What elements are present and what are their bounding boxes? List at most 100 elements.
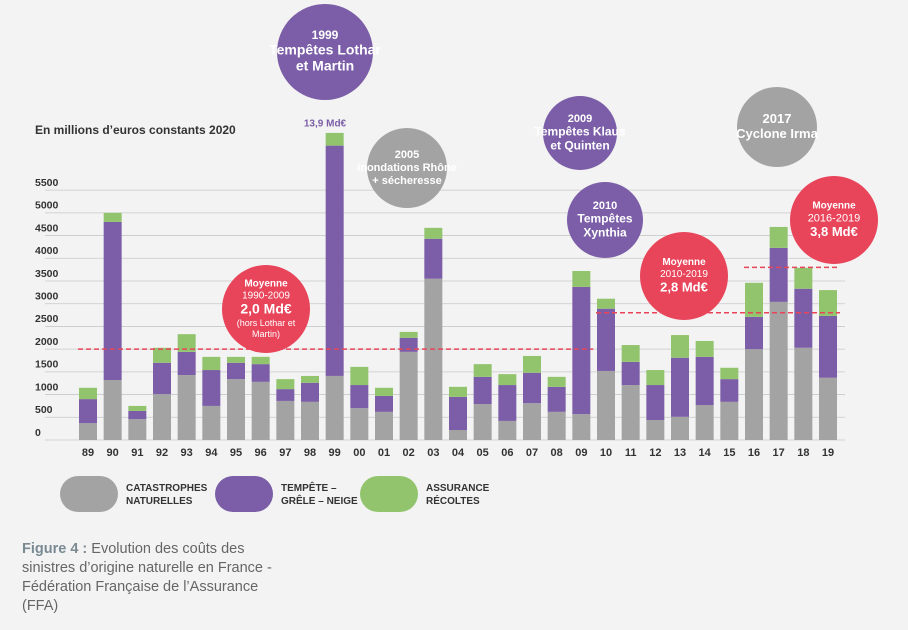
y-tick-label: 500 [35, 404, 53, 416]
bar-segment [695, 405, 714, 440]
x-tick-label: 99 [329, 447, 341, 459]
bar-segment [498, 385, 517, 421]
bar-segment [128, 405, 147, 411]
bar-segment [819, 290, 837, 316]
bar-segment [153, 394, 171, 440]
x-tick-label: 18 [797, 447, 809, 459]
y-tick-label: 3000 [35, 290, 59, 302]
bar-segment [79, 399, 97, 424]
annotation-text: + sécheresse [372, 175, 441, 187]
bar-segment [572, 271, 591, 287]
annotation-text: 2017 [763, 111, 792, 126]
bar-segment [769, 301, 788, 440]
x-tick-label: 97 [279, 447, 291, 459]
legend-label: ASSURANCE RÉCOLTES [426, 483, 490, 507]
bar-segment [227, 356, 245, 363]
bar-segment [695, 356, 714, 406]
annotation-text: Moyenne [812, 201, 856, 212]
bar-segment [621, 385, 640, 440]
bar-segment [819, 377, 837, 440]
bar-segment [621, 361, 640, 386]
x-tick-label: 94 [205, 447, 218, 459]
x-tick-label: 14 [699, 447, 712, 459]
bar-segment [646, 385, 665, 421]
bar-segment [177, 334, 196, 352]
x-tick-label: 05 [477, 447, 489, 459]
x-tick-label: 92 [156, 447, 168, 459]
bar-segment [301, 401, 319, 440]
annotation-text: 2016-2019 [808, 212, 861, 224]
x-tick-label: 08 [551, 447, 563, 459]
legend-label: CATASTROPHES NATURELLES [126, 483, 208, 507]
bar-segment [251, 364, 270, 382]
bar-segment [399, 337, 418, 352]
legend-swatch [215, 476, 273, 512]
x-tick-label: 91 [131, 447, 143, 459]
bar-segment [103, 221, 122, 381]
y-tick-label: 2500 [35, 313, 59, 325]
bar-segment [671, 357, 689, 417]
annotation-text: Inondations Rhône [357, 162, 457, 174]
bar-segment [597, 370, 615, 440]
annotation-text: 1990-2009 [242, 291, 290, 302]
bar-segment [695, 340, 714, 357]
annotation-bubble [640, 232, 728, 320]
annotation-bubble [277, 4, 373, 100]
bar-segment [621, 345, 640, 362]
annotation-text: 2005 [395, 149, 419, 161]
x-tick-label: 17 [773, 447, 785, 459]
bar-segment [301, 375, 319, 383]
caption: Figure 4 : Evolution des coûts des sinis… [22, 540, 272, 616]
annotation-text: 2010-2019 [660, 269, 708, 280]
bar-segment [375, 395, 393, 412]
bar-segment [177, 375, 196, 440]
x-tick-label: 19 [822, 447, 834, 459]
annotation-text: 2010 [593, 200, 617, 212]
annotation-note: 13,9 Md€ [304, 119, 347, 130]
x-tick-label: 09 [575, 447, 587, 459]
x-tick-label: 13 [674, 447, 686, 459]
bar-segment [79, 387, 97, 400]
bar-segment [547, 376, 566, 387]
chart: En millions d’euros constants 2020 05001… [35, 4, 878, 459]
bar-segment [769, 247, 788, 302]
annotation-bubble [567, 182, 643, 258]
bar-segment [202, 370, 221, 406]
x-tick-label: 89 [82, 447, 94, 459]
bar-segment [424, 278, 443, 440]
bar-segment [325, 132, 344, 146]
x-tick-label: 06 [501, 447, 513, 459]
x-tick-label: 04 [452, 447, 465, 459]
annotation-text: 2,8 Md€ [660, 279, 708, 294]
bar-segment [671, 416, 689, 440]
annotation-text: Cyclone Irma [736, 126, 818, 141]
x-tick-label: 07 [526, 447, 538, 459]
x-tick-label: 15 [723, 447, 735, 459]
bar-segment [350, 366, 369, 386]
bar-segment [202, 405, 221, 440]
axis-title: En millions d’euros constants 2020 [35, 123, 236, 137]
bar-segment [720, 401, 739, 440]
bar-segment [547, 411, 566, 440]
bar-segment [325, 375, 344, 440]
bar-segment [153, 347, 171, 363]
bar-segment [547, 386, 566, 412]
bar-segment [794, 347, 813, 440]
bar-segment [646, 420, 665, 440]
bar-segment [251, 381, 270, 440]
x-tick-label: 96 [255, 447, 267, 459]
x-tick-label: 90 [107, 447, 119, 459]
bar-segment [399, 331, 418, 338]
legend-swatch [60, 476, 118, 512]
bar-segment [375, 411, 393, 440]
bar-segment [399, 351, 418, 440]
bar-segment [79, 423, 97, 440]
x-tick-label: 11 [625, 447, 637, 459]
annotation-bubble [367, 128, 447, 208]
annotation-text: Martin) [252, 329, 280, 339]
y-tick-label: 1000 [35, 381, 59, 393]
annotation-bubble [737, 87, 817, 167]
bar-segment [325, 145, 344, 376]
bar-segment [572, 286, 591, 415]
